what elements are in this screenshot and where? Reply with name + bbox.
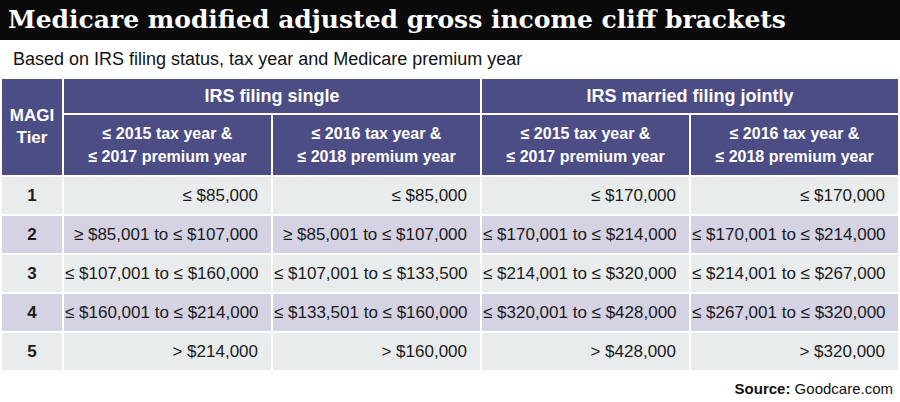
- bracket-cell: ≤ $107,001 to ≤ $133,500: [273, 255, 480, 292]
- column-header-single-2016: ≤ 2016 tax year & ≤ 2018 premium year: [273, 115, 480, 175]
- bracket-cell: ≤ $170,000: [691, 177, 898, 214]
- source-value: Goodcare.com: [790, 380, 893, 397]
- column-header-married-2016: ≤ 2016 tax year & ≤ 2018 premium year: [691, 115, 898, 175]
- table-row-tier-1: 1 ≤ $85,000 ≤ $85,000 ≤ $170,000 ≤ $170,…: [2, 177, 898, 214]
- table-row-tier-4: 4 ≤ $160,001 to ≤ $214,000 ≤ $133,501 to…: [2, 294, 898, 331]
- tier-cell: 1: [2, 177, 62, 214]
- column-header-married-2015: ≤ 2015 tax year & ≤ 2017 premium year: [482, 115, 689, 175]
- bracket-cell: ≤ $170,001 to ≤ $214,000: [482, 216, 689, 253]
- bracket-cell: > $160,000: [273, 333, 480, 370]
- subtitle: Based on IRS filing status, tax year and…: [0, 40, 900, 77]
- column-header-line: ≤ 2015 tax year &: [103, 125, 233, 142]
- table-row-tier-3: 3 ≤ $107,001 to ≤ $160,000 ≤ $107,001 to…: [2, 255, 898, 292]
- column-header-line: ≤ 2015 tax year &: [521, 125, 651, 142]
- bracket-cell: ≤ $214,001 to ≤ $267,000: [691, 255, 898, 292]
- table-header: MAGI Tier IRS filing single IRS married …: [2, 79, 898, 175]
- bracket-cell: > $428,000: [482, 333, 689, 370]
- bracket-cell: ≤ $267,001 to ≤ $320,000: [691, 294, 898, 331]
- column-header-line: ≤ 2017 premium year: [88, 148, 246, 165]
- bracket-cell: > $214,000: [64, 333, 271, 370]
- sub-header-row: ≤ 2015 tax year & ≤ 2017 premium year ≤ …: [2, 115, 898, 175]
- bracket-cell: ≤ $160,001 to ≤ $214,000: [64, 294, 271, 331]
- table-row-tier-5: 5 > $214,000 > $160,000 > $428,000 > $32…: [2, 333, 898, 370]
- tier-cell: 5: [2, 333, 62, 370]
- source-line: Source: Goodcare.com: [735, 380, 893, 397]
- group-header-single: IRS filing single: [64, 79, 480, 113]
- source-label: Source:: [735, 380, 791, 397]
- column-header-line: ≤ 2018 premium year: [715, 148, 873, 165]
- bracket-cell: ≤ $170,001 to ≤ $214,000: [691, 216, 898, 253]
- bracket-cell: > $320,000: [691, 333, 898, 370]
- bracket-cell: ≤ $214,001 to ≤ $320,000: [482, 255, 689, 292]
- tier-cell: 4: [2, 294, 62, 331]
- column-header-line: ≤ 2017 premium year: [506, 148, 664, 165]
- group-header-married: IRS married filing jointly: [482, 79, 898, 113]
- title-bar: Medicare modified adjusted gross income …: [0, 0, 900, 40]
- bracket-cell: ≤ $133,501 to ≤ $160,000: [273, 294, 480, 331]
- bracket-cell: ≤ $170,000: [482, 177, 689, 214]
- corner-header-magi-tier: MAGI Tier: [2, 79, 62, 175]
- table-body: 1 ≤ $85,000 ≤ $85,000 ≤ $170,000 ≤ $170,…: [2, 177, 898, 370]
- bracket-cell: ≥ $85,001 to ≤ $107,000: [273, 216, 480, 253]
- page: Medicare modified adjusted gross income …: [0, 0, 900, 402]
- bracket-cell: ≤ $107,001 to ≤ $160,000: [64, 255, 271, 292]
- column-header-single-2015: ≤ 2015 tax year & ≤ 2017 premium year: [64, 115, 271, 175]
- tier-cell: 3: [2, 255, 62, 292]
- table-row-tier-2: 2 ≥ $85,001 to ≤ $107,000 ≥ $85,001 to ≤…: [2, 216, 898, 253]
- column-header-line: ≤ 2016 tax year &: [730, 125, 860, 142]
- column-header-line: ≤ 2018 premium year: [297, 148, 455, 165]
- bracket-cell: ≤ $85,000: [273, 177, 480, 214]
- bracket-cell: ≥ $85,001 to ≤ $107,000: [64, 216, 271, 253]
- bracket-cell: ≤ $320,001 to ≤ $428,000: [482, 294, 689, 331]
- group-header-row: MAGI Tier IRS filing single IRS married …: [2, 79, 898, 113]
- tier-cell: 2: [2, 216, 62, 253]
- bracket-cell: ≤ $85,000: [64, 177, 271, 214]
- magi-brackets-table: MAGI Tier IRS filing single IRS married …: [0, 77, 900, 372]
- column-header-line: ≤ 2016 tax year &: [312, 125, 442, 142]
- page-title: Medicare modified adjusted gross income …: [0, 5, 786, 36]
